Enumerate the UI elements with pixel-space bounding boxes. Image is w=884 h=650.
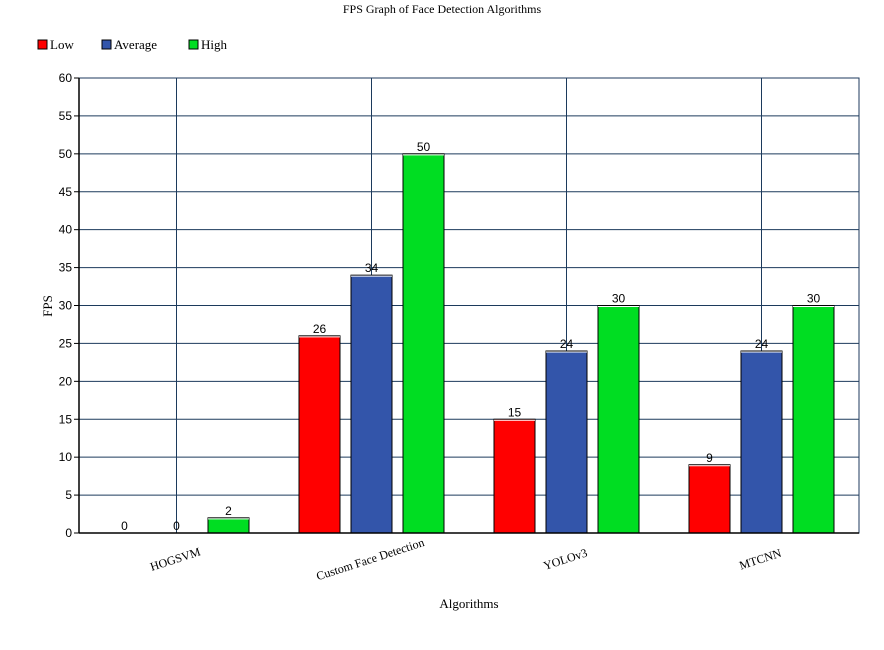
- y-tick-label: 50: [59, 147, 73, 161]
- data-label: 34: [365, 261, 379, 275]
- legend-label: Average: [114, 37, 157, 52]
- legend-swatch: [37, 39, 48, 50]
- bar: [688, 464, 731, 534]
- data-label: 0: [173, 519, 180, 533]
- y-tick-label: 55: [59, 109, 73, 123]
- data-label: 26: [313, 322, 327, 336]
- x-tick-label: HOGSVM: [148, 544, 202, 573]
- y-axis-title: FPS: [40, 295, 55, 317]
- bar: [740, 350, 783, 534]
- bar: [350, 274, 393, 534]
- value-labels: 0 0 2 26 34 50 15 24 30 9 24 30: [121, 140, 820, 533]
- y-axis-ticks: 0 5 10 15 20 25 30 35 40 45 50 55 60: [59, 71, 79, 540]
- data-label: 50: [417, 140, 431, 154]
- y-tick-label: 45: [59, 185, 73, 199]
- y-tick-label: 0: [65, 526, 72, 540]
- y-tick-label: 25: [59, 336, 73, 350]
- legend-item: Average: [101, 37, 157, 52]
- x-tick-label: MTCNN: [737, 546, 783, 573]
- y-tick-label: 40: [59, 223, 73, 237]
- data-label: 24: [560, 337, 574, 351]
- x-axis-title: Algorithms: [439, 596, 498, 611]
- data-label: 15: [508, 405, 522, 419]
- bar: [493, 418, 536, 534]
- x-tick-label: YOLOv3: [542, 546, 589, 573]
- legend-label: Low: [50, 37, 74, 52]
- legend-item: Low: [37, 37, 74, 52]
- bar: [207, 517, 250, 534]
- bar: [545, 350, 588, 534]
- bar: [298, 335, 341, 534]
- y-tick-label: 60: [59, 71, 73, 85]
- legend-swatch: [188, 39, 199, 50]
- bar: [792, 305, 835, 534]
- legend-label: High: [201, 37, 228, 52]
- bar: [597, 305, 640, 534]
- legend-swatch: [101, 39, 112, 50]
- data-label: 30: [807, 292, 821, 306]
- data-label: 9: [706, 451, 713, 465]
- y-tick-label: 10: [59, 450, 73, 464]
- y-tick-label: 20: [59, 374, 73, 388]
- x-tick-label: Custom Face Detection: [315, 535, 426, 583]
- legend-item: High: [188, 37, 228, 52]
- bar: [402, 153, 445, 534]
- y-tick-label: 35: [59, 261, 73, 275]
- x-axis-ticks: HOGSVM Custom Face Detection YOLOv3 MTCNN: [148, 535, 783, 583]
- data-label: 24: [755, 337, 769, 351]
- chart-title: FPS Graph of Face Detection Algorithms: [343, 2, 542, 16]
- data-label: 2: [225, 504, 232, 518]
- data-label: 0: [121, 519, 128, 533]
- data-label: 30: [612, 292, 626, 306]
- y-tick-label: 30: [59, 299, 73, 313]
- y-tick-label: 15: [59, 412, 73, 426]
- legend: Low Average High: [37, 37, 228, 52]
- bars: [207, 153, 835, 534]
- y-tick-label: 5: [65, 488, 72, 502]
